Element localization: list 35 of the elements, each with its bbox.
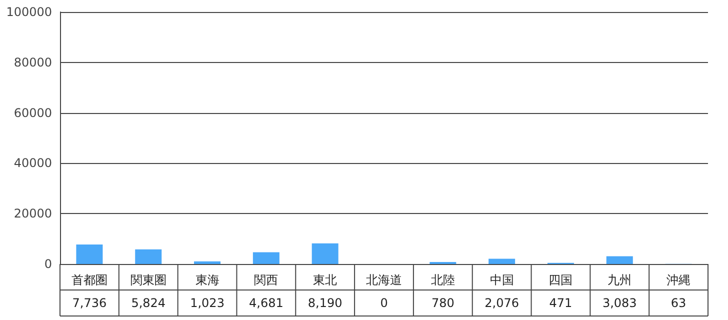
x-tick-label: 北海道: [366, 273, 402, 287]
bar: [135, 249, 162, 264]
bar: [252, 252, 280, 264]
data-label: 2,076: [484, 296, 519, 310]
x-tick-label: 沖縄: [666, 273, 691, 287]
y-tick-label: 20000: [14, 206, 52, 221]
x-tick-label: 関西: [254, 273, 278, 287]
y-tick-label: 60000: [14, 106, 52, 120]
bar: [312, 243, 338, 264]
x-tick-label: 四国: [548, 273, 573, 287]
x-tick-label: 中国: [490, 273, 514, 287]
data-label: 780: [431, 296, 454, 310]
data-label: 4,681: [249, 296, 284, 310]
x-tick-label: 東北: [313, 273, 338, 287]
y-tick-label: 80000: [14, 55, 52, 70]
bar: [194, 261, 221, 264]
data-label: 1,023: [190, 296, 224, 310]
data-label: 63: [670, 296, 686, 310]
x-tick-label: 関東圏: [130, 273, 166, 287]
data-label: 7,736: [72, 296, 107, 310]
bar: [76, 244, 103, 264]
y-tick-label: 100000: [6, 5, 52, 19]
x-tick-label: 北陸: [430, 273, 455, 287]
data-label: 8,190: [308, 296, 342, 310]
bar: [606, 256, 633, 264]
data-label: 471: [549, 296, 572, 310]
data-label: 5,824: [131, 296, 166, 310]
data-label: 3,083: [602, 296, 637, 310]
bar: [488, 258, 516, 264]
data-label: 0: [380, 296, 388, 310]
x-tick-label: 東海: [195, 273, 220, 287]
x-tick-label: 九州: [608, 273, 632, 287]
y-tick-label: 40000: [14, 156, 52, 170]
x-tick-label: 首都圏: [71, 273, 108, 287]
y-tick-label: 0: [44, 257, 52, 271]
